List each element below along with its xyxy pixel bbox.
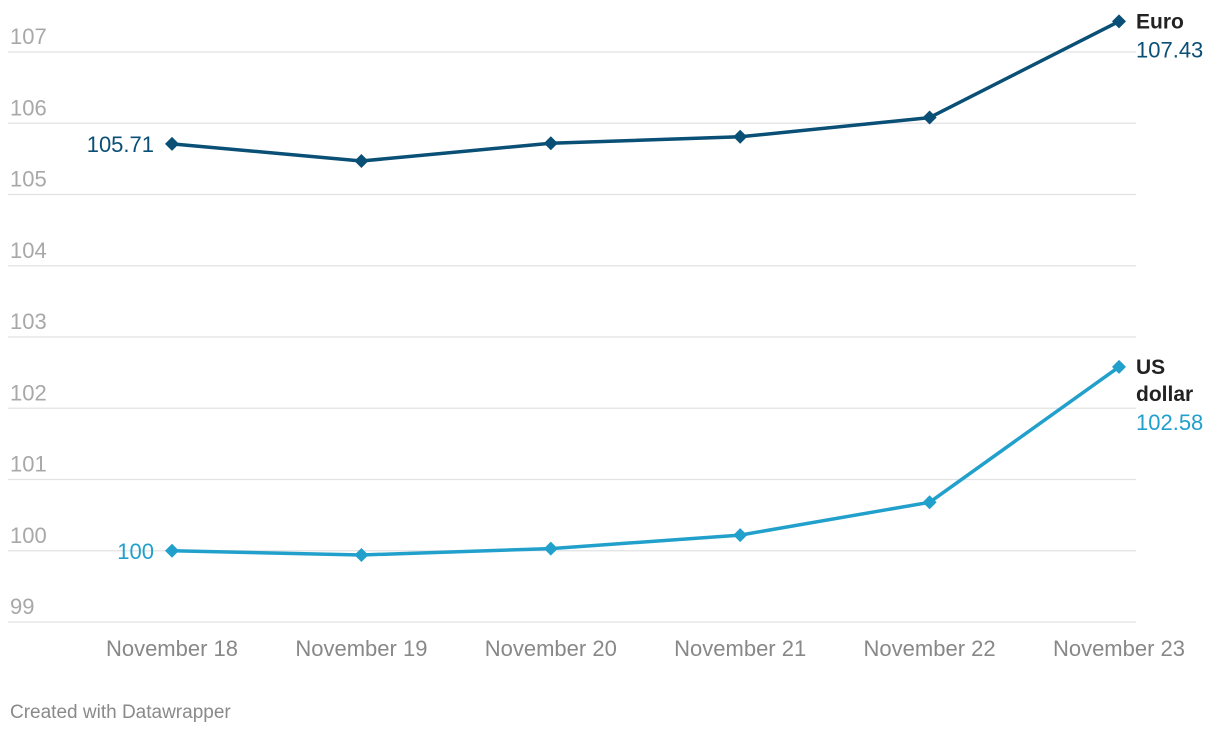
start-value-label: 100 <box>117 539 154 564</box>
x-tick-label: November 21 <box>674 636 806 661</box>
series-name-label: dollar <box>1136 383 1193 406</box>
data-point-marker <box>1112 359 1126 374</box>
x-tick-label: November 18 <box>106 636 238 661</box>
series-line <box>170 19 1121 163</box>
x-tick-label: November 20 <box>485 636 617 661</box>
data-point-marker <box>543 136 558 151</box>
data-point-marker <box>165 543 179 558</box>
series-layer <box>165 14 1126 563</box>
x-axis: November 18 November 19 November 20 Novembe… <box>106 636 1185 661</box>
y-tick-label: 100 <box>10 523 47 548</box>
y-tick-label: 102 <box>10 380 47 405</box>
y-tick-label: 103 <box>10 309 47 334</box>
x-tick-label: November 22 <box>864 636 996 661</box>
end-value-label: 102.58 <box>1136 410 1203 435</box>
data-point-marker <box>922 110 937 125</box>
data-point-marker <box>733 528 748 543</box>
series-name-label: Euro <box>1136 10 1184 33</box>
y-tick-label: 105 <box>10 167 47 192</box>
y-axis: 99 100 101 102 103 104 105 106 107 <box>10 24 47 619</box>
y-tick-label: 99 <box>10 594 34 619</box>
series-name-label: US <box>1136 356 1165 379</box>
x-tick-label: November 19 <box>295 636 427 661</box>
data-point-marker <box>354 548 369 563</box>
data-point-marker <box>733 129 748 144</box>
series-labels: 105.71 Euro 107.43 100 US dollar 102.58 <box>87 10 1204 563</box>
data-point-marker <box>922 495 937 510</box>
end-value-label: 107.43 <box>1136 37 1203 62</box>
data-point-marker <box>1112 14 1126 29</box>
credit-text: Created with Datawrapper <box>10 702 231 723</box>
series-line <box>170 365 1121 557</box>
x-tick-label: November 23 <box>1053 636 1185 661</box>
data-point-marker <box>354 154 369 169</box>
y-tick-label: 104 <box>10 238 47 263</box>
start-value-label: 105.71 <box>87 132 154 157</box>
data-point-marker <box>165 136 179 151</box>
y-tick-label: 101 <box>10 452 47 477</box>
y-tick-label: 107 <box>10 24 47 49</box>
y-tick-label: 106 <box>10 95 47 120</box>
gridlines <box>8 51 1136 623</box>
data-point-marker <box>543 541 558 556</box>
